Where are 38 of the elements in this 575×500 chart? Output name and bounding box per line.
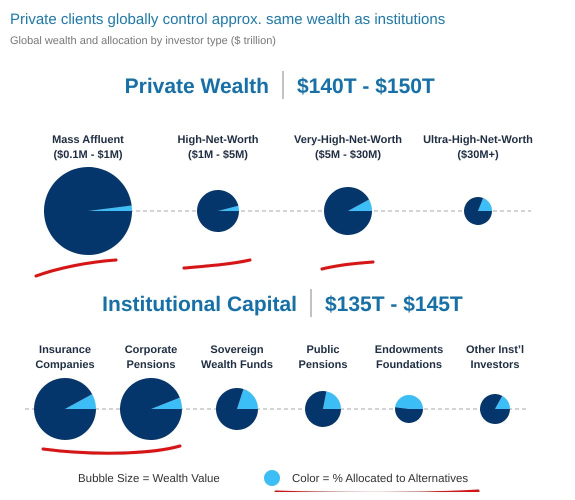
- chart-title: Other Inst’l Investors: [466, 344, 524, 371]
- text: Private clients globally control approx. same wealth as institutions: [10, 11, 446, 28]
- pie-slice: [197, 190, 239, 232]
- chart-title: Mass Affluent ($0.1M - $1M): [52, 134, 124, 161]
- chart-title: Ultra-High-Net-Worth ($30M+): [423, 134, 534, 161]
- pie-slice: [44, 167, 132, 255]
- pie-slice: [218, 206, 239, 211]
- text: Global wealth and allocation by investor type ($ trillion): [10, 35, 276, 47]
- pie-slice: [478, 198, 492, 211]
- pie-slice: [216, 388, 258, 430]
- text: Color = % Allocated to Alternatives: [292, 473, 468, 485]
- pie-slice: [464, 197, 492, 225]
- chart-title: Endowments Foundations: [374, 344, 444, 371]
- pie-slice: [88, 205, 132, 211]
- pie-slice: [395, 395, 423, 409]
- chart-title: Very-High-Net-Worth ($5M - $30M): [294, 134, 402, 161]
- chart-title: Public Pensions: [298, 344, 348, 371]
- pie-slice: [120, 378, 182, 440]
- pie-slice: [495, 396, 510, 409]
- pie-slice: [324, 187, 372, 235]
- pie-slice: [34, 378, 96, 440]
- chart-title: Insurance Companies: [35, 344, 95, 371]
- text: Private Wealth: [124, 75, 269, 98]
- chart-title: Sovereign Wealth Funds: [201, 344, 273, 371]
- pie-slice: [305, 391, 341, 427]
- text: $135T - $145T: [325, 293, 463, 316]
- text: Institutional Capital: [102, 293, 297, 316]
- pie-slice: [348, 199, 372, 211]
- pie-slice: [237, 389, 258, 409]
- text: $140T - $150T: [297, 75, 435, 98]
- pie-slice: [65, 394, 96, 409]
- pie-slice: [323, 391, 341, 409]
- pie-slice: [151, 398, 182, 409]
- text: Bubble Size = Wealth Value: [78, 473, 220, 485]
- pie-slice: [395, 407, 423, 423]
- chart-title: Corporate Pensions: [124, 344, 178, 371]
- pie-slice: [480, 394, 510, 424]
- chart-title: High-Net-Worth ($1M - $5M): [177, 134, 259, 161]
